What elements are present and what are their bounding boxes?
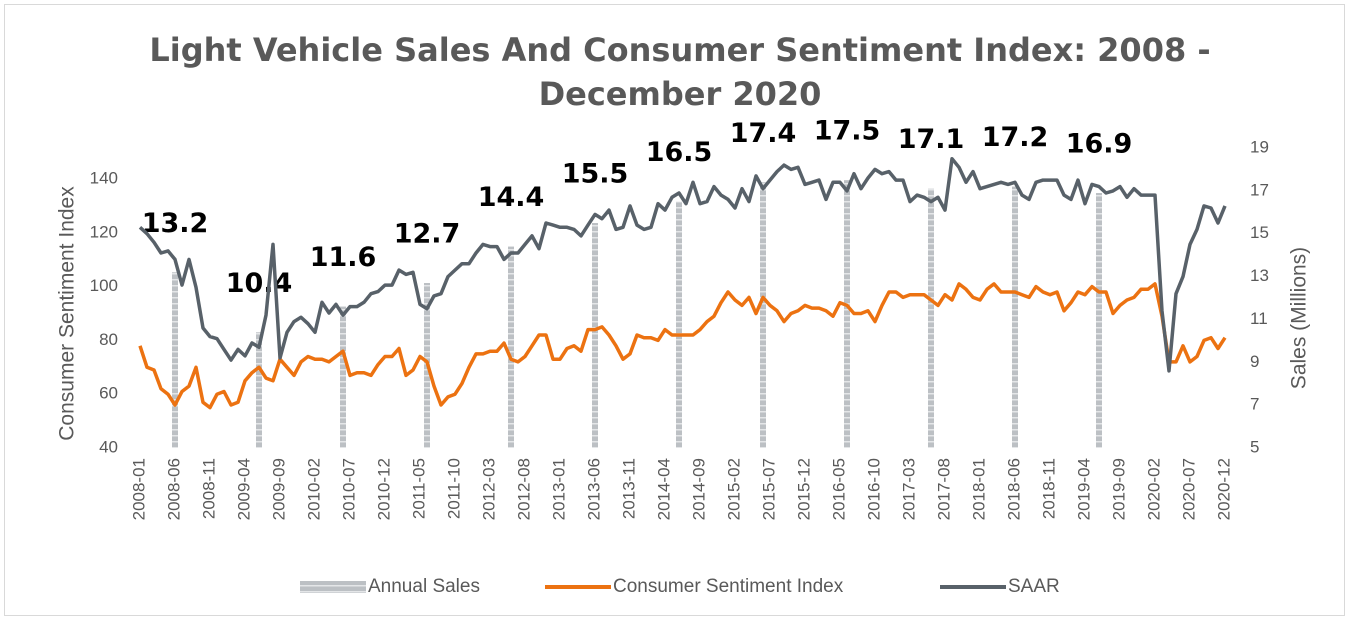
x-tick-label: 2018-01 [969, 458, 988, 520]
x-tick-label: 2008-01 [129, 458, 148, 520]
line [138, 282, 1227, 410]
x-tick-label: 2010-12 [374, 458, 393, 520]
y2-tick-label: 19 [1250, 137, 1269, 156]
y-axis-label: Consumer Sentiment Index [56, 186, 79, 441]
legend-label: Consumer Sentiment Index [613, 576, 844, 597]
y-tick-label: 140 [90, 168, 118, 187]
data-label: 15.5 [562, 159, 629, 190]
x-tick-label: 2018-11 [1039, 458, 1058, 519]
bar [592, 223, 598, 448]
data-label: 14.4 [478, 182, 545, 213]
x-tick-label: 2014-04 [654, 458, 673, 520]
x-tick-label: 2019-09 [1109, 458, 1128, 520]
y-tick-label: 40 [99, 437, 118, 456]
data-label: 17.5 [814, 116, 881, 147]
x-tick-label: 2008-06 [164, 458, 183, 520]
data-label: 12.7 [394, 219, 461, 250]
bar [928, 188, 934, 448]
x-tick-label: 2017-08 [934, 458, 953, 520]
x-tick-label: 2011-05 [409, 458, 428, 519]
x-tick-label: 2013-06 [584, 458, 603, 520]
y2-tick-label: 17 [1250, 180, 1269, 199]
y2-tick-label: 9 [1250, 352, 1259, 371]
x-tick-label: 2020-07 [1179, 458, 1198, 520]
x-tick-label: 2014-09 [689, 458, 708, 520]
bar [508, 246, 514, 448]
y2-tick-label: 11 [1250, 309, 1268, 328]
y-tick-label: 60 [99, 384, 118, 403]
x-tick-label: 2009-04 [234, 458, 253, 520]
x-tick-label: 2009-09 [269, 458, 288, 520]
x-tick-label: 2010-07 [339, 458, 358, 520]
x-tick-label: 2011-10 [444, 458, 463, 519]
legend-swatch [300, 581, 366, 593]
x-tick-label: 2016-05 [829, 458, 848, 520]
bar [676, 201, 682, 448]
y2-tick-label: 7 [1250, 395, 1259, 414]
bar [1096, 193, 1102, 448]
chart-title: Light Vehicle Sales And Consumer Sentime… [149, 31, 1211, 113]
data-label: 10.4 [226, 268, 293, 299]
x-tick-label: 2012-08 [514, 458, 533, 520]
y-tick-label: 120 [90, 222, 118, 241]
x-tick-label: 2019-04 [1074, 458, 1093, 520]
line [138, 156, 1227, 373]
x-tick-label: 2013-01 [549, 458, 568, 520]
x-tick-label: 2008-11 [199, 458, 218, 519]
data-label: 16.9 [1066, 129, 1133, 160]
bar [172, 272, 178, 448]
legend-label: SAAR [1008, 576, 1060, 597]
x-tick-label: 2020-12 [1214, 458, 1233, 520]
x-tick-label: 2015-02 [724, 458, 743, 520]
y-tick-label: 100 [90, 276, 118, 295]
data-label: 17.4 [730, 118, 797, 149]
x-tick-label: 2015-12 [794, 458, 813, 520]
legend-label: Annual Sales [368, 576, 480, 597]
y2-tick-label: 5 [1250, 437, 1259, 456]
bar [1012, 186, 1018, 449]
x-tick-label: 2020-02 [1144, 458, 1163, 520]
data-label: 17.1 [898, 124, 965, 155]
bar [760, 182, 766, 449]
x-tick-label: 2016-10 [864, 458, 883, 520]
x-tick-label: 2017-03 [899, 458, 918, 520]
y2-tick-label: 15 [1250, 223, 1269, 242]
bar [256, 332, 262, 448]
y2-tick-label: 13 [1250, 266, 1269, 285]
x-tick-label: 2018-06 [1004, 458, 1023, 520]
bar [844, 180, 850, 448]
x-tick-label: 2010-02 [304, 458, 323, 520]
bar [340, 306, 346, 448]
x-tick-label: 2015-07 [759, 458, 778, 520]
data-label: 11.6 [310, 242, 377, 273]
x-tick-label: 2013-11 [619, 458, 638, 519]
data-label: 17.2 [982, 122, 1049, 153]
x-tick-label: 2012-03 [479, 458, 498, 520]
y-tick-label: 80 [99, 330, 118, 349]
chart-frame [4, 4, 1345, 616]
y2-axis-label: Sales (Millions) [1288, 247, 1311, 389]
data-label: 13.2 [142, 208, 209, 239]
data-label: 16.5 [646, 137, 713, 168]
